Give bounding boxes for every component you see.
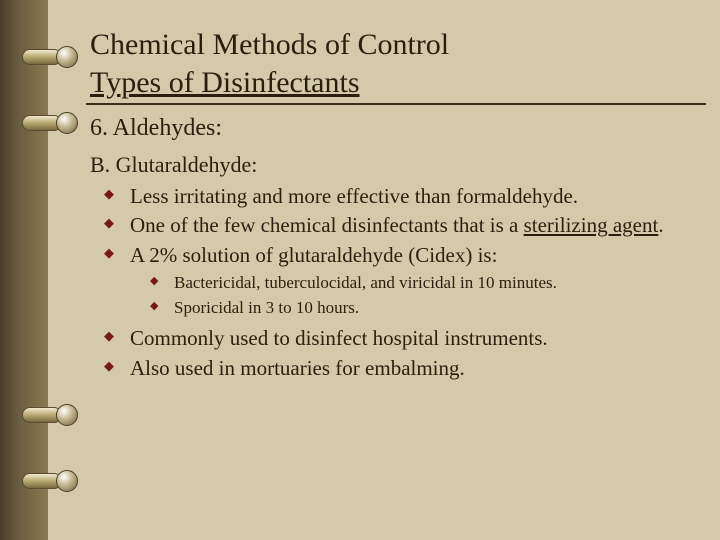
bullet-text: Commonly used to disinfect hospital inst… [130, 326, 548, 350]
bullet-text: A 2% solution of glutaraldehyde (Cidex) … [130, 243, 497, 267]
bullet-list-continued: Commonly used to disinfect hospital inst… [90, 324, 696, 382]
list-item: Also used in mortuaries for embalming. [104, 354, 696, 382]
list-item: Commonly used to disinfect hospital inst… [104, 324, 696, 352]
binder-ring-icon [22, 404, 72, 426]
bullet-list: Less irritating and more effective than … [90, 182, 696, 269]
title-line-2-text: Types of Disinfectants [90, 66, 360, 99]
bullet-text: Also used in mortuaries for embalming. [130, 356, 465, 380]
bullet-text-post: . [658, 213, 663, 237]
bullet-text-underline: sterilizing agent [524, 213, 659, 237]
sub-bullet-text: Bactericidal, tuberculocidal, and virici… [174, 273, 557, 292]
binder-ring-icon [22, 470, 72, 492]
slide-content: Chemical Methods of Control Types of Dis… [90, 26, 696, 383]
title-line-1: Chemical Methods of Control [90, 26, 696, 64]
list-item: Sporicidal in 3 to 10 hours. [150, 296, 696, 321]
list-item: Bactericidal, tuberculocidal, and virici… [150, 271, 696, 296]
list-item: Less irritating and more effective than … [104, 182, 696, 210]
bullet-text-pre: One of the few chemical disinfectants th… [130, 213, 524, 237]
bullet-text: Less irritating and more effective than … [130, 184, 578, 208]
binder-spine [0, 0, 48, 540]
list-item: A 2% solution of glutaraldehyde (Cidex) … [104, 241, 696, 269]
list-item: One of the few chemical disinfectants th… [104, 211, 696, 239]
title-underline [86, 103, 706, 105]
section-heading: 6. Aldehydes: [90, 115, 696, 142]
binder-ring-icon [22, 46, 72, 68]
sub-bullet-text: Sporicidal in 3 to 10 hours. [174, 298, 359, 317]
sub-heading: B. Glutaraldehyde: [90, 152, 696, 178]
binder-ring-icon [22, 112, 72, 134]
title-line-2: Types of Disinfectants [90, 64, 696, 102]
sub-bullet-list: Bactericidal, tuberculocidal, and virici… [90, 271, 696, 320]
